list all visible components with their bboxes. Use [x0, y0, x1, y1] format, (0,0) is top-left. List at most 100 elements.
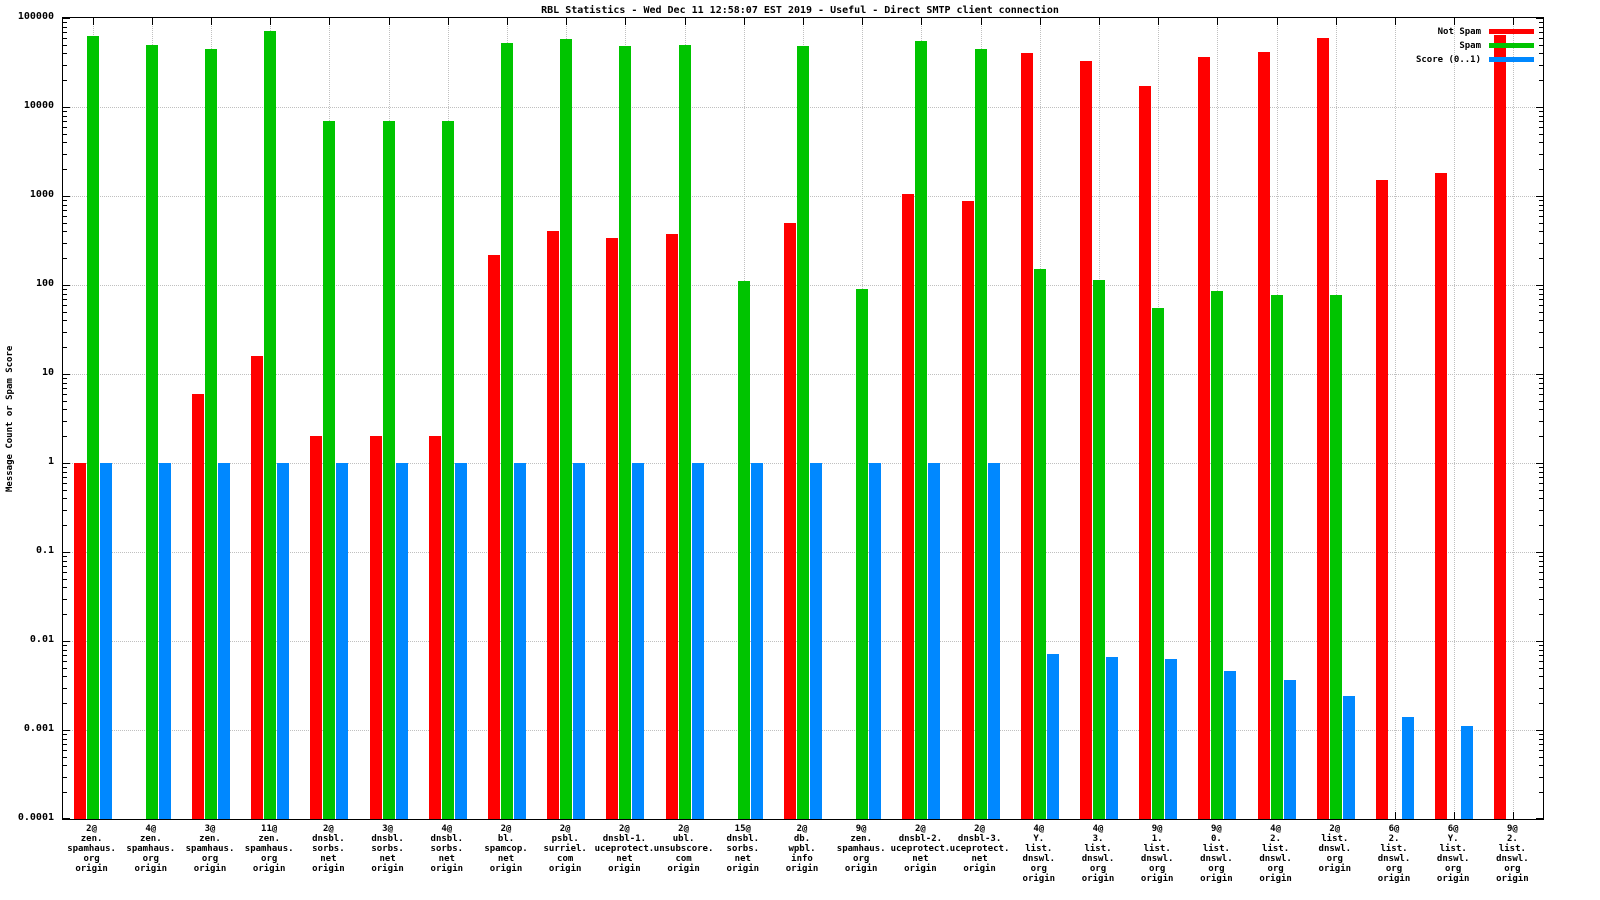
y-minor-tick-mark [1539, 258, 1543, 260]
x-category-label: 2@ db. wpbl. info origin [785, 824, 819, 874]
y-minor-tick-mark [63, 393, 67, 395]
y-tick-mark [63, 552, 70, 553]
x-category-label: 4@ dnsbl. sorbs. net origin [430, 824, 464, 874]
y-minor-tick-mark [1539, 571, 1543, 573]
y-minor-tick-mark [63, 738, 67, 740]
y-minor-tick-mark [63, 509, 67, 511]
x-tick-mark [1158, 18, 1160, 25]
x-category-label: 4@ 3. list. dnswl. org origin [1081, 824, 1115, 884]
y-minor-tick-mark [63, 298, 67, 300]
y-minor-tick-mark [1539, 378, 1543, 380]
y-tick-label: 100000 [17, 11, 54, 22]
bar-score-0-1- [632, 463, 645, 819]
y-minor-tick-mark [1539, 204, 1543, 206]
bar-not-spam [606, 237, 619, 819]
y-minor-tick-mark [1539, 133, 1543, 135]
y-minor-tick-mark [1539, 320, 1543, 322]
x-tick-mark [151, 18, 153, 25]
y-minor-tick-mark [1539, 142, 1543, 144]
x-tick-mark [1513, 18, 1515, 25]
y-minor-tick-mark [63, 44, 67, 46]
y-minor-tick-mark [63, 37, 67, 39]
y-minor-tick-mark [63, 115, 67, 117]
y-minor-tick-mark [63, 614, 67, 616]
y-minor-tick-mark [63, 734, 67, 736]
y-tick-mark [1536, 196, 1543, 197]
bar-score-0-1- [514, 463, 526, 819]
y-minor-tick-mark [1539, 293, 1543, 295]
y-minor-tick-mark [1539, 31, 1543, 33]
y-minor-tick-mark [1539, 222, 1543, 224]
y-minor-tick-mark [63, 231, 67, 233]
bar-not-spam [1080, 60, 1092, 819]
bar-not-spam [369, 436, 382, 819]
x-category-label: 2@ list. dnswl. org origin [1318, 824, 1352, 874]
bar-not-spam [784, 222, 796, 819]
x-category-label: 2@ ubl. unsubscore. com origin [653, 824, 714, 874]
bar-spam [1329, 294, 1342, 819]
y-minor-tick-mark [1539, 509, 1543, 511]
y-tick-label: 0.001 [23, 723, 54, 734]
bar-not-spam [961, 200, 974, 819]
x-category-label: 2@ dnsbl. sorbs. net origin [312, 824, 345, 874]
y-minor-tick-mark [1539, 598, 1543, 600]
y-minor-tick-mark [1539, 498, 1543, 500]
y-minor-tick-mark [1539, 26, 1543, 28]
y-minor-tick-mark [63, 703, 67, 705]
y-minor-tick-mark [1539, 169, 1543, 171]
bar-not-spam [251, 355, 264, 819]
x-category-label: 4@ 2. list. dnswl. org origin [1259, 824, 1292, 884]
y-minor-tick-mark [1539, 749, 1543, 751]
y-tick-label: 0.1 [35, 545, 54, 556]
y-minor-tick-mark [63, 525, 67, 527]
bar-spam [205, 48, 217, 819]
bar-spam [678, 44, 691, 819]
y-tick-mark [63, 18, 70, 19]
x-tick-mark [980, 18, 982, 25]
y-minor-tick-mark [63, 331, 67, 333]
x-tick-mark [447, 18, 449, 25]
v-gridline [1513, 18, 1515, 819]
legend-label-score: Score (0..1) [1415, 54, 1481, 65]
y-minor-tick-mark [1539, 587, 1543, 589]
y-minor-tick-mark [1539, 382, 1543, 384]
y-minor-tick-mark [63, 409, 67, 411]
y-minor-tick-mark [63, 776, 67, 778]
bar-spam [323, 120, 336, 819]
x-tick-mark [803, 18, 804, 25]
x-tick-mark [1395, 812, 1396, 819]
x-category-label: 2@ bl. spamcop. net origin [484, 824, 528, 874]
x-tick-mark [388, 18, 390, 25]
legend-label-not-spam: Not Spam [1437, 26, 1481, 37]
y-minor-tick-mark [63, 200, 67, 202]
v-gridline [1454, 18, 1456, 819]
bar-spam [1093, 279, 1105, 819]
bar-not-spam [1020, 53, 1033, 819]
y-minor-tick-mark [1539, 776, 1543, 778]
bar-score-0-1- [1165, 658, 1178, 819]
y-minor-tick-mark [1539, 200, 1543, 202]
y-tick-mark [1536, 107, 1543, 108]
y-minor-tick-mark [63, 289, 67, 291]
y-minor-tick-mark [1539, 111, 1543, 113]
x-category-label: 3@ dnsbl. sorbs. net origin [371, 824, 404, 874]
y-minor-tick-mark [1539, 311, 1543, 313]
bar-not-spam [1139, 86, 1152, 819]
bar-spam [1211, 291, 1224, 819]
y-minor-tick-mark [1539, 126, 1543, 128]
bar-not-spam [665, 234, 678, 819]
y-minor-tick-mark [1539, 734, 1543, 736]
y-minor-tick-mark [1539, 242, 1543, 244]
bar-not-spam [1435, 173, 1448, 819]
x-category-label: 4@ Y. list. dnswl. org origin [1022, 824, 1056, 884]
y-minor-tick-mark [63, 654, 67, 656]
bar-spam [264, 30, 277, 819]
y-tick-mark [1536, 285, 1543, 286]
bar-spam [974, 48, 987, 819]
y-tick-mark [63, 641, 70, 642]
y-minor-tick-mark [63, 378, 67, 380]
y-minor-tick-mark [63, 53, 67, 55]
bar-spam [1270, 294, 1283, 819]
bar-not-spam [547, 231, 560, 819]
